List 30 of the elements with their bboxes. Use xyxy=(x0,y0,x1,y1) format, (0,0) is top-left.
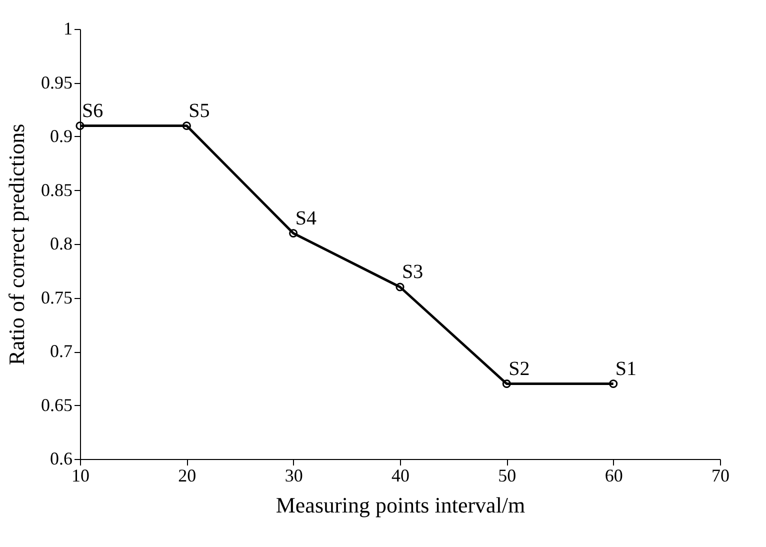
point xyxy=(76,121,84,130)
point xyxy=(502,379,511,388)
x-tick-label: 50 xyxy=(498,466,516,486)
x-tick-label: 30 xyxy=(284,466,303,486)
point xyxy=(609,379,618,388)
y-tick-label: 0.75 xyxy=(41,287,72,308)
y-tick-label: 0.6 xyxy=(50,448,72,468)
annotation: S5 xyxy=(188,100,210,122)
point xyxy=(289,228,298,238)
x-tick-label: 20 xyxy=(178,466,196,486)
x-axis-title: Measuring points interval/m xyxy=(276,492,526,518)
y-tick-label: 0.8 xyxy=(50,234,72,254)
y-tick-label: 0.65 xyxy=(41,394,72,415)
x-tick-label: 10 xyxy=(72,466,90,486)
annotation: S3 xyxy=(402,261,424,283)
annotation: S4 xyxy=(295,207,316,230)
y-tick-label: 1 xyxy=(64,18,72,38)
y-tick-label: 0.85 xyxy=(41,180,72,200)
annotation: S6 xyxy=(82,100,104,122)
y-tick-label: 0.95 xyxy=(41,72,72,92)
y-tick-label: 0.9 xyxy=(50,126,72,146)
annotation: S2 xyxy=(508,358,530,380)
x-tick-label: 60 xyxy=(604,466,623,486)
point xyxy=(396,282,404,292)
annotation: S1 xyxy=(615,358,636,380)
y-axis-title: Ratio of correct predictions xyxy=(4,124,29,366)
x-tick-label: 40 xyxy=(392,466,410,486)
x-tick-label: 70 xyxy=(712,466,730,486)
y-tick-label: 0.7 xyxy=(50,341,72,361)
point xyxy=(182,121,191,130)
